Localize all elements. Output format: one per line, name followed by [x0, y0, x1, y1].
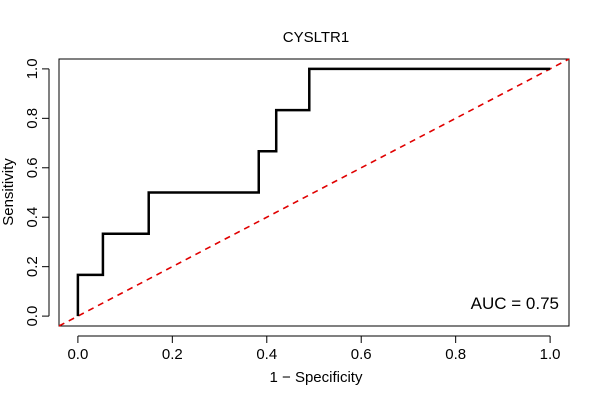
- x-tick-label: 0.6: [351, 346, 372, 363]
- x-tick-label: 1.0: [540, 346, 561, 363]
- y-tick-label: 0.4: [24, 207, 41, 228]
- x-tick-label: 0.2: [162, 346, 183, 363]
- y-tick-label: 1.0: [24, 58, 41, 79]
- y-tick-label: 0.2: [24, 256, 41, 277]
- x-axis-label: 1 − Specificity: [270, 369, 363, 386]
- x-tick-label: 0.8: [445, 346, 466, 363]
- roc-curve-line: [76, 67, 551, 317]
- axis-ticks: 0.0 0.2 0.4 0.6 0.8 1.0 0.0 0.2 0.4 0.6 0.8 1.0: [24, 58, 561, 363]
- plot-frame: [58, 58, 570, 327]
- x-tick-label: 0.4: [256, 346, 277, 363]
- x-tick-label: 0.0: [67, 346, 88, 363]
- y-tick-label: 0.6: [24, 157, 41, 178]
- chart-title: CYSLTR1: [283, 29, 349, 46]
- auc-annotation: AUC = 0.75: [471, 294, 559, 313]
- y-tick-label: 0.8: [24, 108, 41, 129]
- y-axis-label: Sensitivity: [0, 158, 17, 226]
- y-tick-label: 0.0: [24, 306, 41, 327]
- series-layer: [58, 58, 570, 327]
- chance-diagonal-line: [58, 58, 570, 327]
